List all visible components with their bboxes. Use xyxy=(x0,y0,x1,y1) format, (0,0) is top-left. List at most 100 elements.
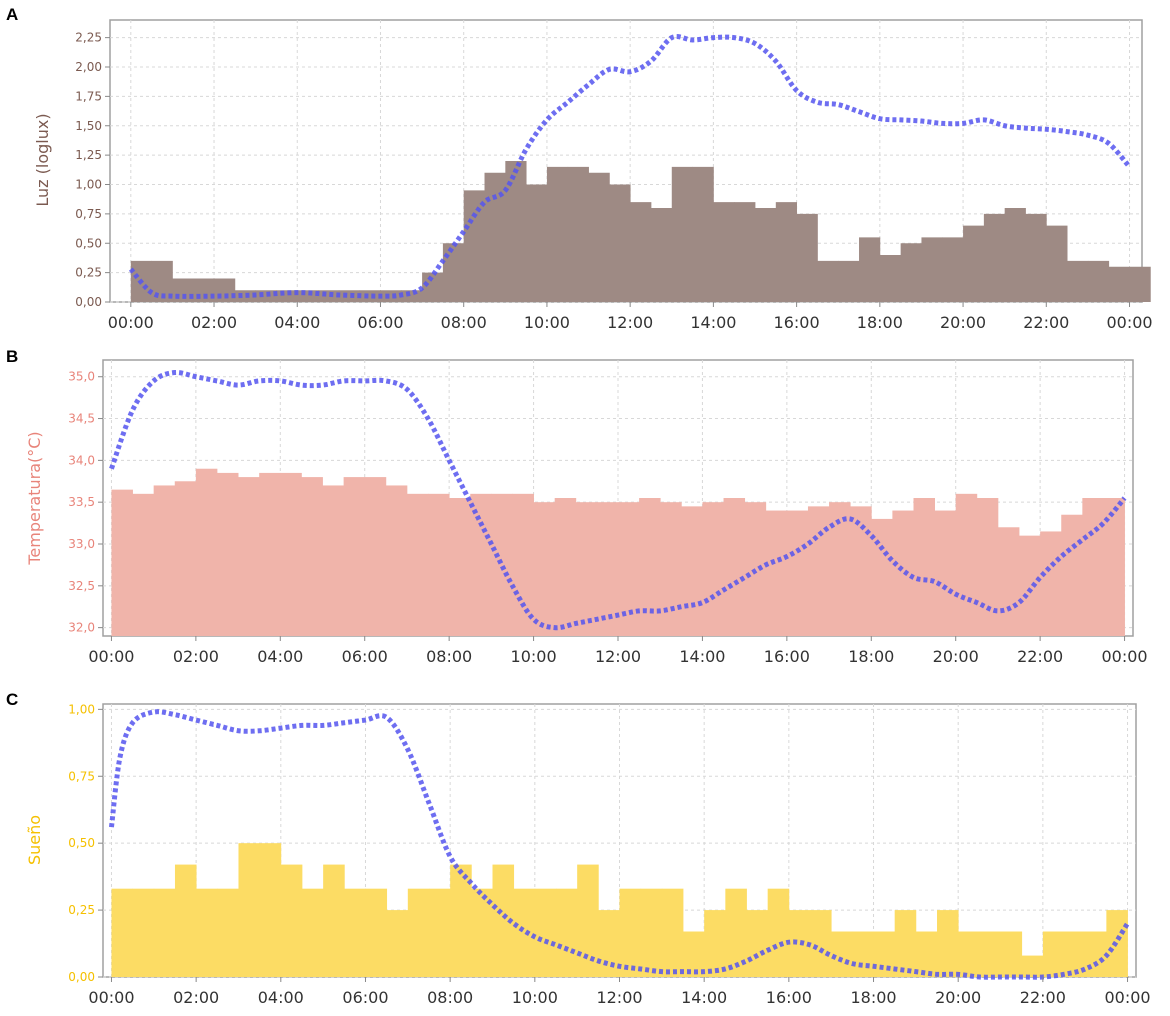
bar xyxy=(765,510,788,636)
yticks-a: 0,00 0,25 0,50 0,75 1,00 1,25 1,50 1,75 2,00 2,25 xyxy=(75,31,110,309)
tick-label-x: 22:00 xyxy=(1017,647,1063,666)
bar xyxy=(449,498,471,636)
bar xyxy=(979,931,1001,977)
bar xyxy=(442,243,465,302)
bar xyxy=(318,290,340,302)
bar xyxy=(555,888,578,977)
tick-label-x: 14:00 xyxy=(681,988,727,1007)
bar xyxy=(234,290,257,302)
bar xyxy=(983,213,1006,302)
bar xyxy=(852,931,874,977)
tick-label-y: 0,50 xyxy=(68,836,95,850)
bar xyxy=(407,888,430,977)
bar xyxy=(713,202,735,302)
tick-label-x: 22:00 xyxy=(1020,988,1066,1007)
tick-label-y: 1,00 xyxy=(75,178,102,192)
bar xyxy=(238,477,260,636)
bar xyxy=(301,888,324,977)
bar xyxy=(661,888,684,977)
bar xyxy=(1082,498,1104,636)
bar xyxy=(505,161,527,302)
tick-label-x: 14:00 xyxy=(679,647,725,666)
bar xyxy=(195,468,218,636)
ylabel-a: Luz (loglux) xyxy=(33,113,52,206)
bar xyxy=(723,498,746,636)
bar xyxy=(554,498,577,636)
bar xyxy=(942,237,964,302)
tick-label-x: 20:00 xyxy=(940,313,986,332)
bar xyxy=(280,472,302,636)
bars-c xyxy=(111,843,1128,977)
tick-label-y: 0,25 xyxy=(75,266,102,280)
bar xyxy=(238,843,261,977)
bar xyxy=(955,493,978,636)
tick-label-x: 00:00 xyxy=(1102,647,1148,666)
tick-label-x: 14:00 xyxy=(690,313,736,332)
bar xyxy=(630,202,652,302)
bar xyxy=(450,864,472,977)
panel-letter-c: C xyxy=(6,690,18,709)
bar xyxy=(829,502,851,636)
bar xyxy=(428,888,451,977)
bar xyxy=(1085,931,1107,977)
series-line xyxy=(109,369,1127,631)
bar xyxy=(810,910,832,977)
tick-label-x: 18:00 xyxy=(848,647,894,666)
tick-label-y: 34,0 xyxy=(68,453,95,467)
bar xyxy=(838,260,860,302)
bar xyxy=(344,888,366,977)
panel-b: B 32,0 32,5 33,0 33,5 34,0 34,5 35,0 00:00 02:0… xyxy=(6,347,1148,666)
bar xyxy=(681,506,703,636)
xticks-b: 00:00 02:00 04:00 06:00 08:00 10:00 12:00 14:00… xyxy=(88,636,1148,666)
bar xyxy=(365,888,388,977)
bar xyxy=(359,290,381,302)
bar xyxy=(132,493,155,636)
bar xyxy=(322,485,345,636)
bar xyxy=(702,502,724,636)
tick-label-y: 0,25 xyxy=(68,903,95,917)
bar xyxy=(386,910,409,977)
bar xyxy=(725,888,747,977)
bar xyxy=(255,290,277,302)
tick-label-y: 0,00 xyxy=(75,295,102,309)
bar xyxy=(546,166,569,302)
bar xyxy=(744,502,767,636)
bar xyxy=(831,931,853,977)
tick-label-y: 35,0 xyxy=(68,370,95,384)
tick-label-x: 02:00 xyxy=(191,313,237,332)
tick-label-x: 00:00 xyxy=(108,313,154,332)
series-line xyxy=(108,709,1130,980)
tick-label-x: 10:00 xyxy=(512,988,558,1007)
panel-letter-a: A xyxy=(6,5,18,24)
bar xyxy=(609,184,631,302)
bar xyxy=(892,510,914,636)
bar xyxy=(976,498,999,636)
bar xyxy=(151,260,173,302)
line-c xyxy=(108,709,1130,980)
bar xyxy=(526,184,548,302)
panel-a: A 0,00 0,25 0,50 0,75 1,00 1,25 1,50 1,75 2,00 2,… xyxy=(6,5,1153,332)
bar xyxy=(132,888,155,977)
bars-a xyxy=(130,161,1151,302)
bar xyxy=(746,910,769,977)
panel-letter-b: B xyxy=(6,347,18,366)
bar xyxy=(492,864,515,977)
bar xyxy=(111,888,134,977)
bar xyxy=(463,190,485,302)
bar xyxy=(216,472,239,636)
tick-label-y: 0,00 xyxy=(68,970,95,984)
bar xyxy=(894,910,917,977)
tick-label-x: 08:00 xyxy=(441,313,487,332)
bar xyxy=(598,910,620,977)
bar xyxy=(1061,514,1083,636)
bar xyxy=(963,225,985,302)
bar xyxy=(491,493,513,636)
bar xyxy=(259,843,282,977)
tick-label-x: 20:00 xyxy=(935,988,981,1007)
tick-label-x: 12:00 xyxy=(596,988,642,1007)
bar xyxy=(671,166,693,302)
tick-label-x: 08:00 xyxy=(426,647,472,666)
bar xyxy=(934,510,957,636)
ylabel-c: Sueño xyxy=(25,815,44,865)
line-b xyxy=(109,369,1127,631)
